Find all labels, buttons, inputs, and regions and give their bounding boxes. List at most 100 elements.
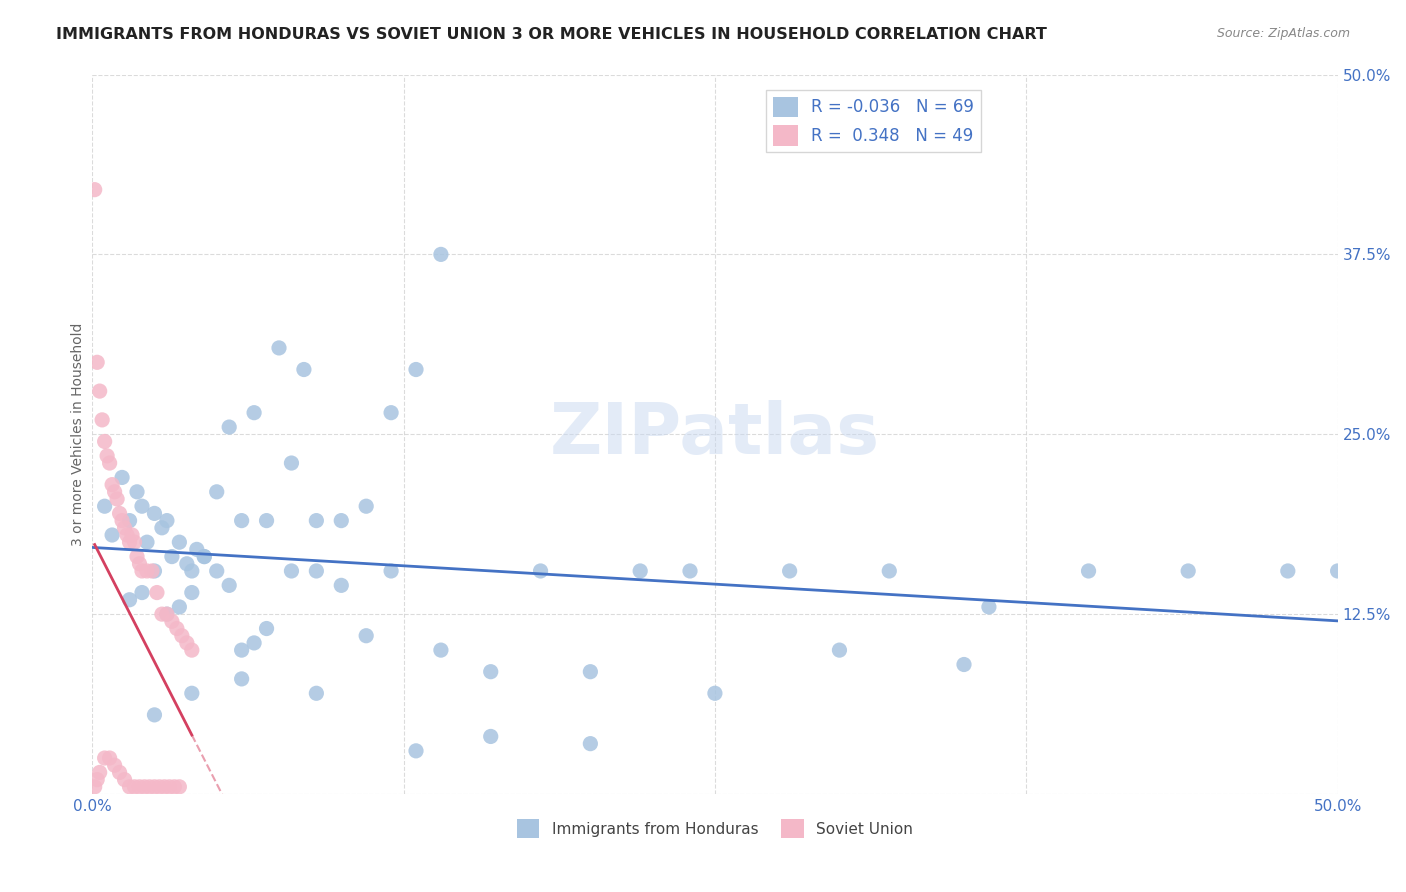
Soviet Union	[170, 629, 193, 643]
Honduras	[628, 564, 651, 578]
Honduras	[218, 420, 240, 434]
Honduras	[231, 643, 253, 657]
Soviet Union	[105, 491, 128, 506]
Honduras	[193, 549, 215, 564]
Honduras	[405, 744, 427, 758]
Honduras	[243, 636, 266, 650]
Honduras	[977, 599, 1000, 614]
Soviet Union	[176, 636, 198, 650]
Honduras	[877, 564, 900, 578]
Honduras	[143, 707, 166, 722]
Soviet Union	[146, 585, 169, 599]
Soviet Union	[83, 780, 105, 794]
Honduras	[205, 564, 228, 578]
Soviet Union	[89, 384, 111, 398]
Honduras	[354, 500, 377, 514]
Soviet Union	[93, 751, 115, 765]
Soviet Union	[121, 528, 143, 542]
Soviet Union	[163, 780, 186, 794]
Honduras	[292, 362, 315, 376]
Soviet Union	[114, 521, 136, 535]
Honduras	[186, 542, 208, 557]
Honduras	[430, 643, 453, 657]
Honduras	[118, 514, 141, 528]
Soviet Union	[153, 780, 176, 794]
Honduras	[380, 406, 402, 420]
Soviet Union	[111, 514, 134, 528]
Soviet Union	[118, 535, 141, 549]
Honduras	[479, 665, 502, 679]
Soviet Union	[125, 549, 148, 564]
Honduras	[579, 737, 602, 751]
Honduras	[579, 665, 602, 679]
Legend: Immigrants from Honduras, Soviet Union: Immigrants from Honduras, Soviet Union	[510, 814, 920, 844]
Y-axis label: 3 or more Vehicles in Household: 3 or more Vehicles in Household	[72, 323, 86, 546]
Soviet Union	[134, 780, 156, 794]
Honduras	[176, 557, 198, 571]
Honduras	[305, 686, 328, 700]
Honduras	[111, 470, 134, 484]
Soviet Union	[128, 780, 150, 794]
Soviet Union	[108, 765, 131, 780]
Soviet Union	[141, 564, 163, 578]
Honduras	[131, 500, 153, 514]
Honduras	[479, 730, 502, 744]
Honduras	[256, 622, 278, 636]
Soviet Union	[169, 780, 191, 794]
Honduras	[231, 672, 253, 686]
Honduras	[193, 549, 215, 564]
Soviet Union	[118, 780, 141, 794]
Honduras	[143, 507, 166, 521]
Honduras	[1177, 564, 1199, 578]
Honduras	[243, 406, 266, 420]
Honduras	[125, 484, 148, 499]
Soviet Union	[156, 607, 179, 621]
Honduras	[180, 585, 202, 599]
Honduras	[380, 564, 402, 578]
Soviet Union	[93, 434, 115, 449]
Honduras	[330, 514, 353, 528]
Honduras	[180, 564, 202, 578]
Honduras	[280, 456, 302, 470]
Honduras	[143, 564, 166, 578]
Soviet Union	[104, 758, 127, 772]
Soviet Union	[104, 484, 127, 499]
Soviet Union	[89, 765, 111, 780]
Honduras	[305, 564, 328, 578]
Text: Source: ZipAtlas.com: Source: ZipAtlas.com	[1216, 27, 1350, 40]
Text: IMMIGRANTS FROM HONDURAS VS SOVIET UNION 3 OR MORE VEHICLES IN HOUSEHOLD CORRELA: IMMIGRANTS FROM HONDURAS VS SOVIET UNION…	[56, 27, 1047, 42]
Soviet Union	[101, 477, 124, 491]
Honduras	[93, 500, 115, 514]
Honduras	[779, 564, 801, 578]
Honduras	[1077, 564, 1099, 578]
Honduras	[354, 629, 377, 643]
Honduras	[1277, 564, 1299, 578]
Honduras	[131, 585, 153, 599]
Honduras	[118, 592, 141, 607]
Soviet Union	[138, 780, 160, 794]
Soviet Union	[86, 772, 108, 787]
Soviet Union	[128, 557, 150, 571]
Honduras	[305, 514, 328, 528]
Soviet Union	[98, 751, 121, 765]
Honduras	[156, 514, 179, 528]
Soviet Union	[86, 355, 108, 369]
Honduras	[169, 599, 191, 614]
Text: ZIPatlas: ZIPatlas	[550, 400, 880, 469]
Honduras	[430, 247, 453, 261]
Soviet Union	[108, 507, 131, 521]
Soviet Union	[91, 413, 114, 427]
Honduras	[156, 607, 179, 621]
Honduras	[529, 564, 551, 578]
Honduras	[136, 535, 159, 549]
Soviet Union	[114, 772, 136, 787]
Soviet Union	[157, 780, 180, 794]
Honduras	[205, 484, 228, 499]
Soviet Union	[131, 564, 153, 578]
Soviet Union	[160, 615, 183, 629]
Soviet Union	[124, 535, 146, 549]
Soviet Union	[143, 780, 166, 794]
Honduras	[169, 535, 191, 549]
Honduras	[231, 514, 253, 528]
Honduras	[703, 686, 725, 700]
